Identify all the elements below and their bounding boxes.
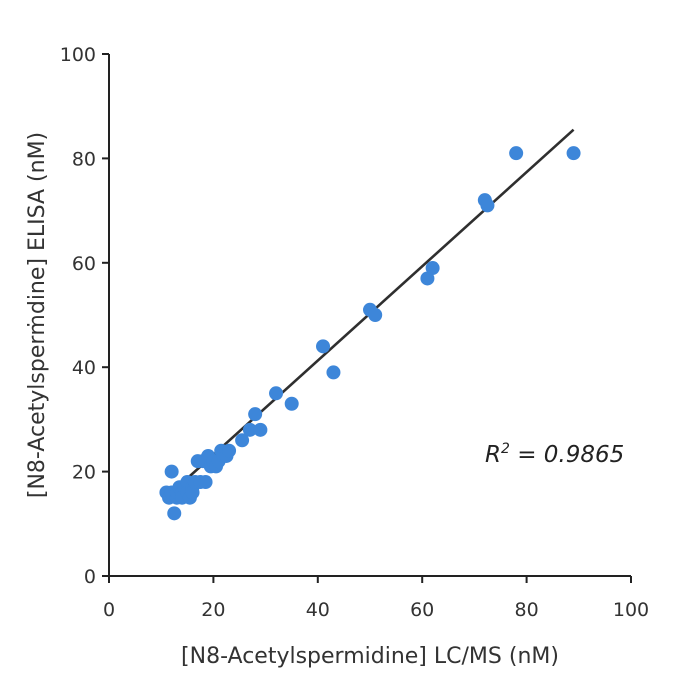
data-point: [253, 422, 268, 437]
data-point: [509, 146, 524, 161]
x-ticks: 0 20 40 60 80 100: [103, 576, 649, 621]
x-tick-label: 20: [201, 599, 225, 621]
data-point: [222, 443, 237, 458]
data-point: [235, 433, 250, 448]
y-axis-title: [N8-Acetylsperṁdine] ELISA (nM): [25, 132, 50, 498]
y-tick-label: 40: [72, 357, 96, 379]
y-tick-label: 80: [72, 148, 96, 170]
data-point: [164, 464, 179, 479]
data-point: [326, 365, 341, 380]
y-ticks: 0 20 40 60 80 100: [60, 44, 109, 588]
x-tick-label: 60: [410, 599, 434, 621]
data-point: [167, 506, 182, 521]
r-exponent: 2: [501, 441, 510, 457]
x-tick-label: 80: [515, 599, 539, 621]
data-point: [269, 386, 284, 401]
x-tick-label: 100: [613, 599, 649, 621]
data-point: [316, 339, 331, 354]
x-tick-label: 40: [306, 599, 330, 621]
data-point: [284, 396, 299, 411]
axes: [108, 54, 631, 577]
data-point: [198, 475, 213, 490]
r-squared-annotation: R2 = 0.9865: [485, 441, 624, 468]
x-tick-label: 0: [103, 599, 115, 621]
x-axis-title: [N8-Acetylspermidine] LC/MS (nM): [181, 644, 559, 669]
y-tick-label: 100: [60, 44, 96, 66]
data-point: [425, 261, 440, 276]
y-tick-label: 0: [84, 566, 96, 588]
y-tick-label: 20: [72, 462, 96, 484]
data-point: [248, 407, 263, 422]
y-tick-label: 60: [72, 253, 96, 275]
data-point: [420, 271, 435, 286]
data-point: [480, 198, 495, 213]
r-symbol: R: [485, 442, 501, 468]
data-point: [368, 308, 383, 322]
data-point: [566, 146, 581, 161]
r-value: = 0.9865: [510, 442, 624, 468]
data-points: [159, 146, 581, 521]
data-point: [242, 422, 257, 437]
